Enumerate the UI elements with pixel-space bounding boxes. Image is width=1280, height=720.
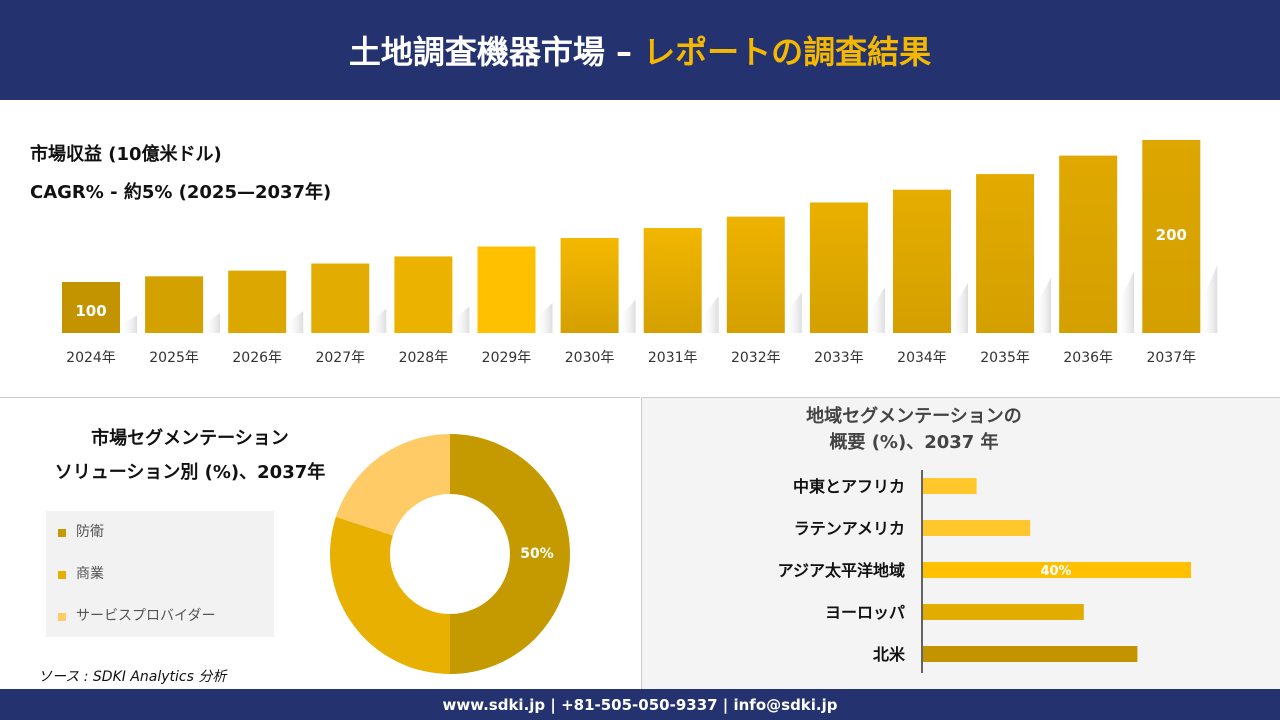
bar-shadow — [1200, 265, 1218, 333]
legend-item: 防衛 — [58, 519, 274, 561]
region-label: アジア太平洋地域 — [778, 561, 905, 580]
year-label: 2030年 — [565, 350, 615, 366]
donut-slice — [330, 516, 450, 674]
revenue-bar — [394, 256, 453, 333]
bar-shadow — [120, 315, 137, 333]
revenue-bar — [1059, 155, 1118, 333]
year-label: 2033年 — [814, 350, 864, 366]
title-accent: レポートの調査結果 — [643, 33, 932, 71]
region-title: 地域セグメンテーションの 概要 (%)、2037 年 — [806, 406, 1022, 453]
revenue-bar — [893, 189, 951, 333]
revenue-bar — [643, 228, 702, 333]
revenue-bar — [311, 263, 370, 333]
chart-title: 市場収益 (10億米ドル) — [30, 144, 222, 165]
region-label: 北米 — [873, 645, 906, 664]
legend-item: 商業 — [58, 561, 274, 603]
year-label: 2024年 — [66, 350, 116, 366]
region-bar — [923, 520, 1031, 536]
bar-shadow — [535, 302, 553, 333]
solution-segment-panel: 市場セグメンテーション ソリューション別 (%)、2037年 防衛 商業 サービス… — [0, 397, 640, 689]
bar-shadow — [1117, 270, 1135, 333]
donut-slice — [450, 434, 570, 674]
legend-item: サービスプロバイダー — [58, 603, 274, 645]
value-label: 100 — [75, 302, 106, 320]
year-label: 2035年 — [980, 350, 1030, 366]
bar-shadow — [618, 299, 636, 333]
region-label: ラテンアメリカ — [794, 519, 905, 538]
region-label: 中東とアフリカ — [793, 477, 905, 496]
revenue-bar — [145, 276, 204, 333]
year-label: 2029年 — [482, 350, 532, 366]
solution-title: 市場セグメンテーション ソリューション別 (%)、2037年 — [54, 428, 326, 483]
bar-shadow — [286, 311, 304, 333]
donut-value-label: 50% — [520, 546, 554, 562]
bar-shadow — [369, 308, 387, 333]
revenue-chart: 市場収益 (10億米ドル) CAGR% - 約5% (2025—2037年) 2… — [0, 100, 1280, 395]
header-banner: 土地調査機器市場 – レポートの調査結果 — [0, 0, 1280, 100]
revenue-bar — [1142, 140, 1201, 333]
revenue-bar — [228, 270, 287, 333]
revenue-bar — [560, 237, 619, 333]
revenue-bar — [976, 174, 1035, 333]
year-label: 2036年 — [1063, 350, 1113, 366]
revenue-bar — [477, 246, 536, 333]
region-bar — [923, 646, 1138, 662]
year-label: 2025年 — [149, 350, 199, 366]
revenue-bar — [726, 216, 785, 333]
title-main: 土地調査機器市場 – — [348, 33, 632, 71]
legend: 防衛 商業 サービスプロバイダー — [46, 511, 274, 637]
source-note: ソース : SDKI Analytics 分析 — [38, 669, 227, 685]
revenue-bar — [62, 282, 120, 333]
solution-donut: 50% — [330, 434, 570, 674]
donut-slice — [335, 434, 450, 536]
revenue-bars: 2024年 100 2025年 2026年 2027年 2028年 2029年 2030年 20… — [62, 140, 1218, 366]
region-segment-panel: 地域セグメンテーションの 概要 (%)、2037 年 中東とアフリカ ラテンアメリカ… — [641, 397, 1280, 689]
bar-shadow — [951, 282, 968, 333]
year-label: 2027年 — [315, 350, 365, 366]
region-label: ヨーロッパ — [825, 603, 905, 622]
region-bar — [923, 604, 1084, 620]
bar-shadow — [867, 287, 885, 333]
bar-shadow — [701, 296, 719, 333]
bar-shadow — [1034, 277, 1052, 333]
bar-shadow — [452, 306, 470, 333]
region-bar — [923, 562, 1191, 578]
year-label: 2026年 — [232, 350, 282, 366]
region-value-label: 40% — [1040, 564, 1071, 579]
cagr-label: CAGR% - 約5% (2025—2037年) — [30, 182, 332, 203]
year-label: 2031年 — [648, 350, 698, 366]
value-label: 200 — [1156, 226, 1187, 244]
footer-contact: www.sdki.jp | +81-505-050-9337 | info@sd… — [0, 689, 1280, 720]
bar-shadow — [203, 313, 221, 333]
year-label: 2034年 — [897, 350, 947, 366]
bar-shadow — [784, 292, 802, 333]
year-label: 2028年 — [399, 350, 449, 366]
year-label: 2032年 — [731, 350, 781, 366]
year-label: 2037年 — [1146, 350, 1196, 366]
revenue-bar — [809, 202, 868, 333]
region-bar — [923, 478, 977, 494]
